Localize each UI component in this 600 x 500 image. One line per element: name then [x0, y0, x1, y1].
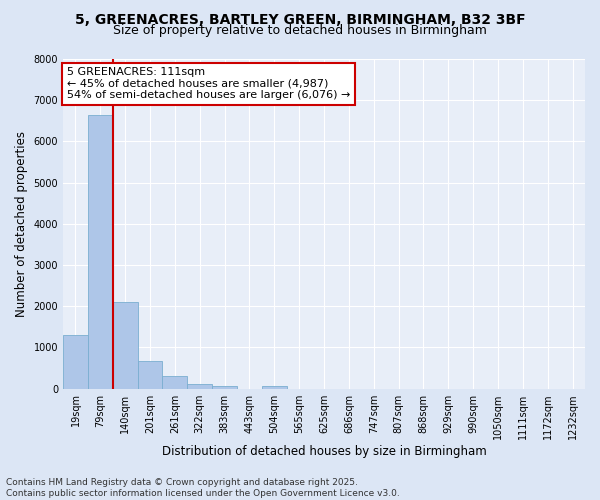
Y-axis label: Number of detached properties: Number of detached properties	[15, 131, 28, 317]
Bar	[63, 335, 88, 388]
Text: 5, GREENACRES, BARTLEY GREEN, BIRMINGHAM, B32 3BF: 5, GREENACRES, BARTLEY GREEN, BIRMINGHAM…	[74, 12, 526, 26]
Bar	[262, 386, 287, 388]
Text: Contains HM Land Registry data © Crown copyright and database right 2025.
Contai: Contains HM Land Registry data © Crown c…	[6, 478, 400, 498]
Bar	[163, 376, 187, 388]
Bar	[137, 360, 163, 388]
Bar	[88, 116, 113, 388]
Bar	[187, 384, 212, 388]
X-axis label: Distribution of detached houses by size in Birmingham: Distribution of detached houses by size …	[161, 444, 487, 458]
Bar	[212, 386, 237, 388]
Text: 5 GREENACRES: 111sqm
← 45% of detached houses are smaller (4,987)
54% of semi-de: 5 GREENACRES: 111sqm ← 45% of detached h…	[67, 67, 350, 100]
Text: Size of property relative to detached houses in Birmingham: Size of property relative to detached ho…	[113, 24, 487, 37]
Bar	[113, 302, 137, 388]
